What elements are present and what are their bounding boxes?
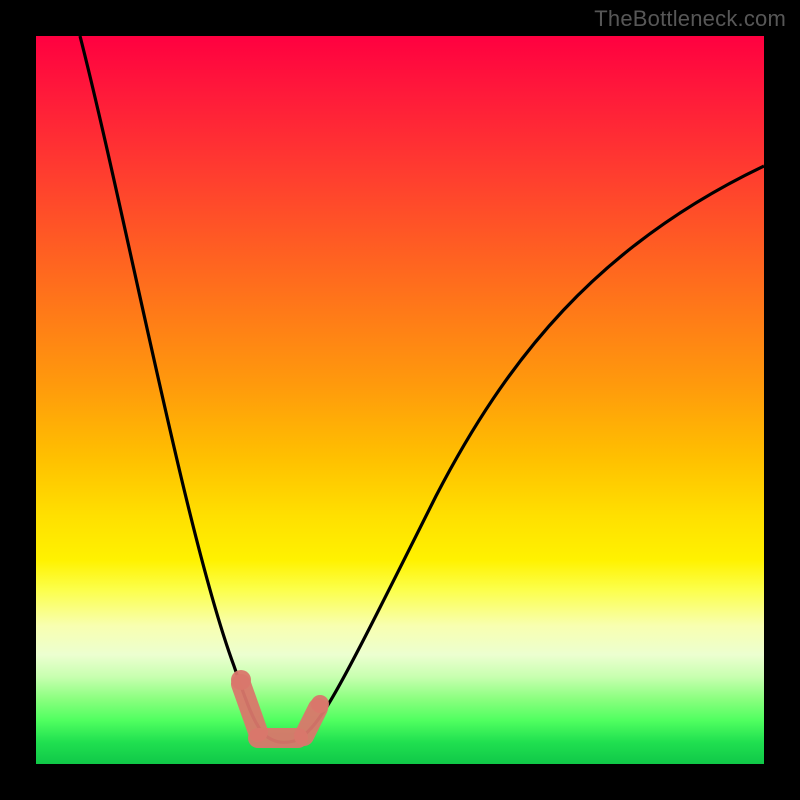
chart-plot-area xyxy=(36,36,764,764)
bottleneck-curve xyxy=(80,36,764,742)
highlight-seg-left xyxy=(241,684,258,732)
highlight-group xyxy=(231,670,329,738)
highlight-dot-left xyxy=(231,670,251,690)
highlight-seg-right xyxy=(304,708,318,736)
watermark-text: TheBottleneck.com xyxy=(594,6,786,32)
highlight-dot-right xyxy=(311,695,329,713)
chart-svg xyxy=(36,36,764,764)
